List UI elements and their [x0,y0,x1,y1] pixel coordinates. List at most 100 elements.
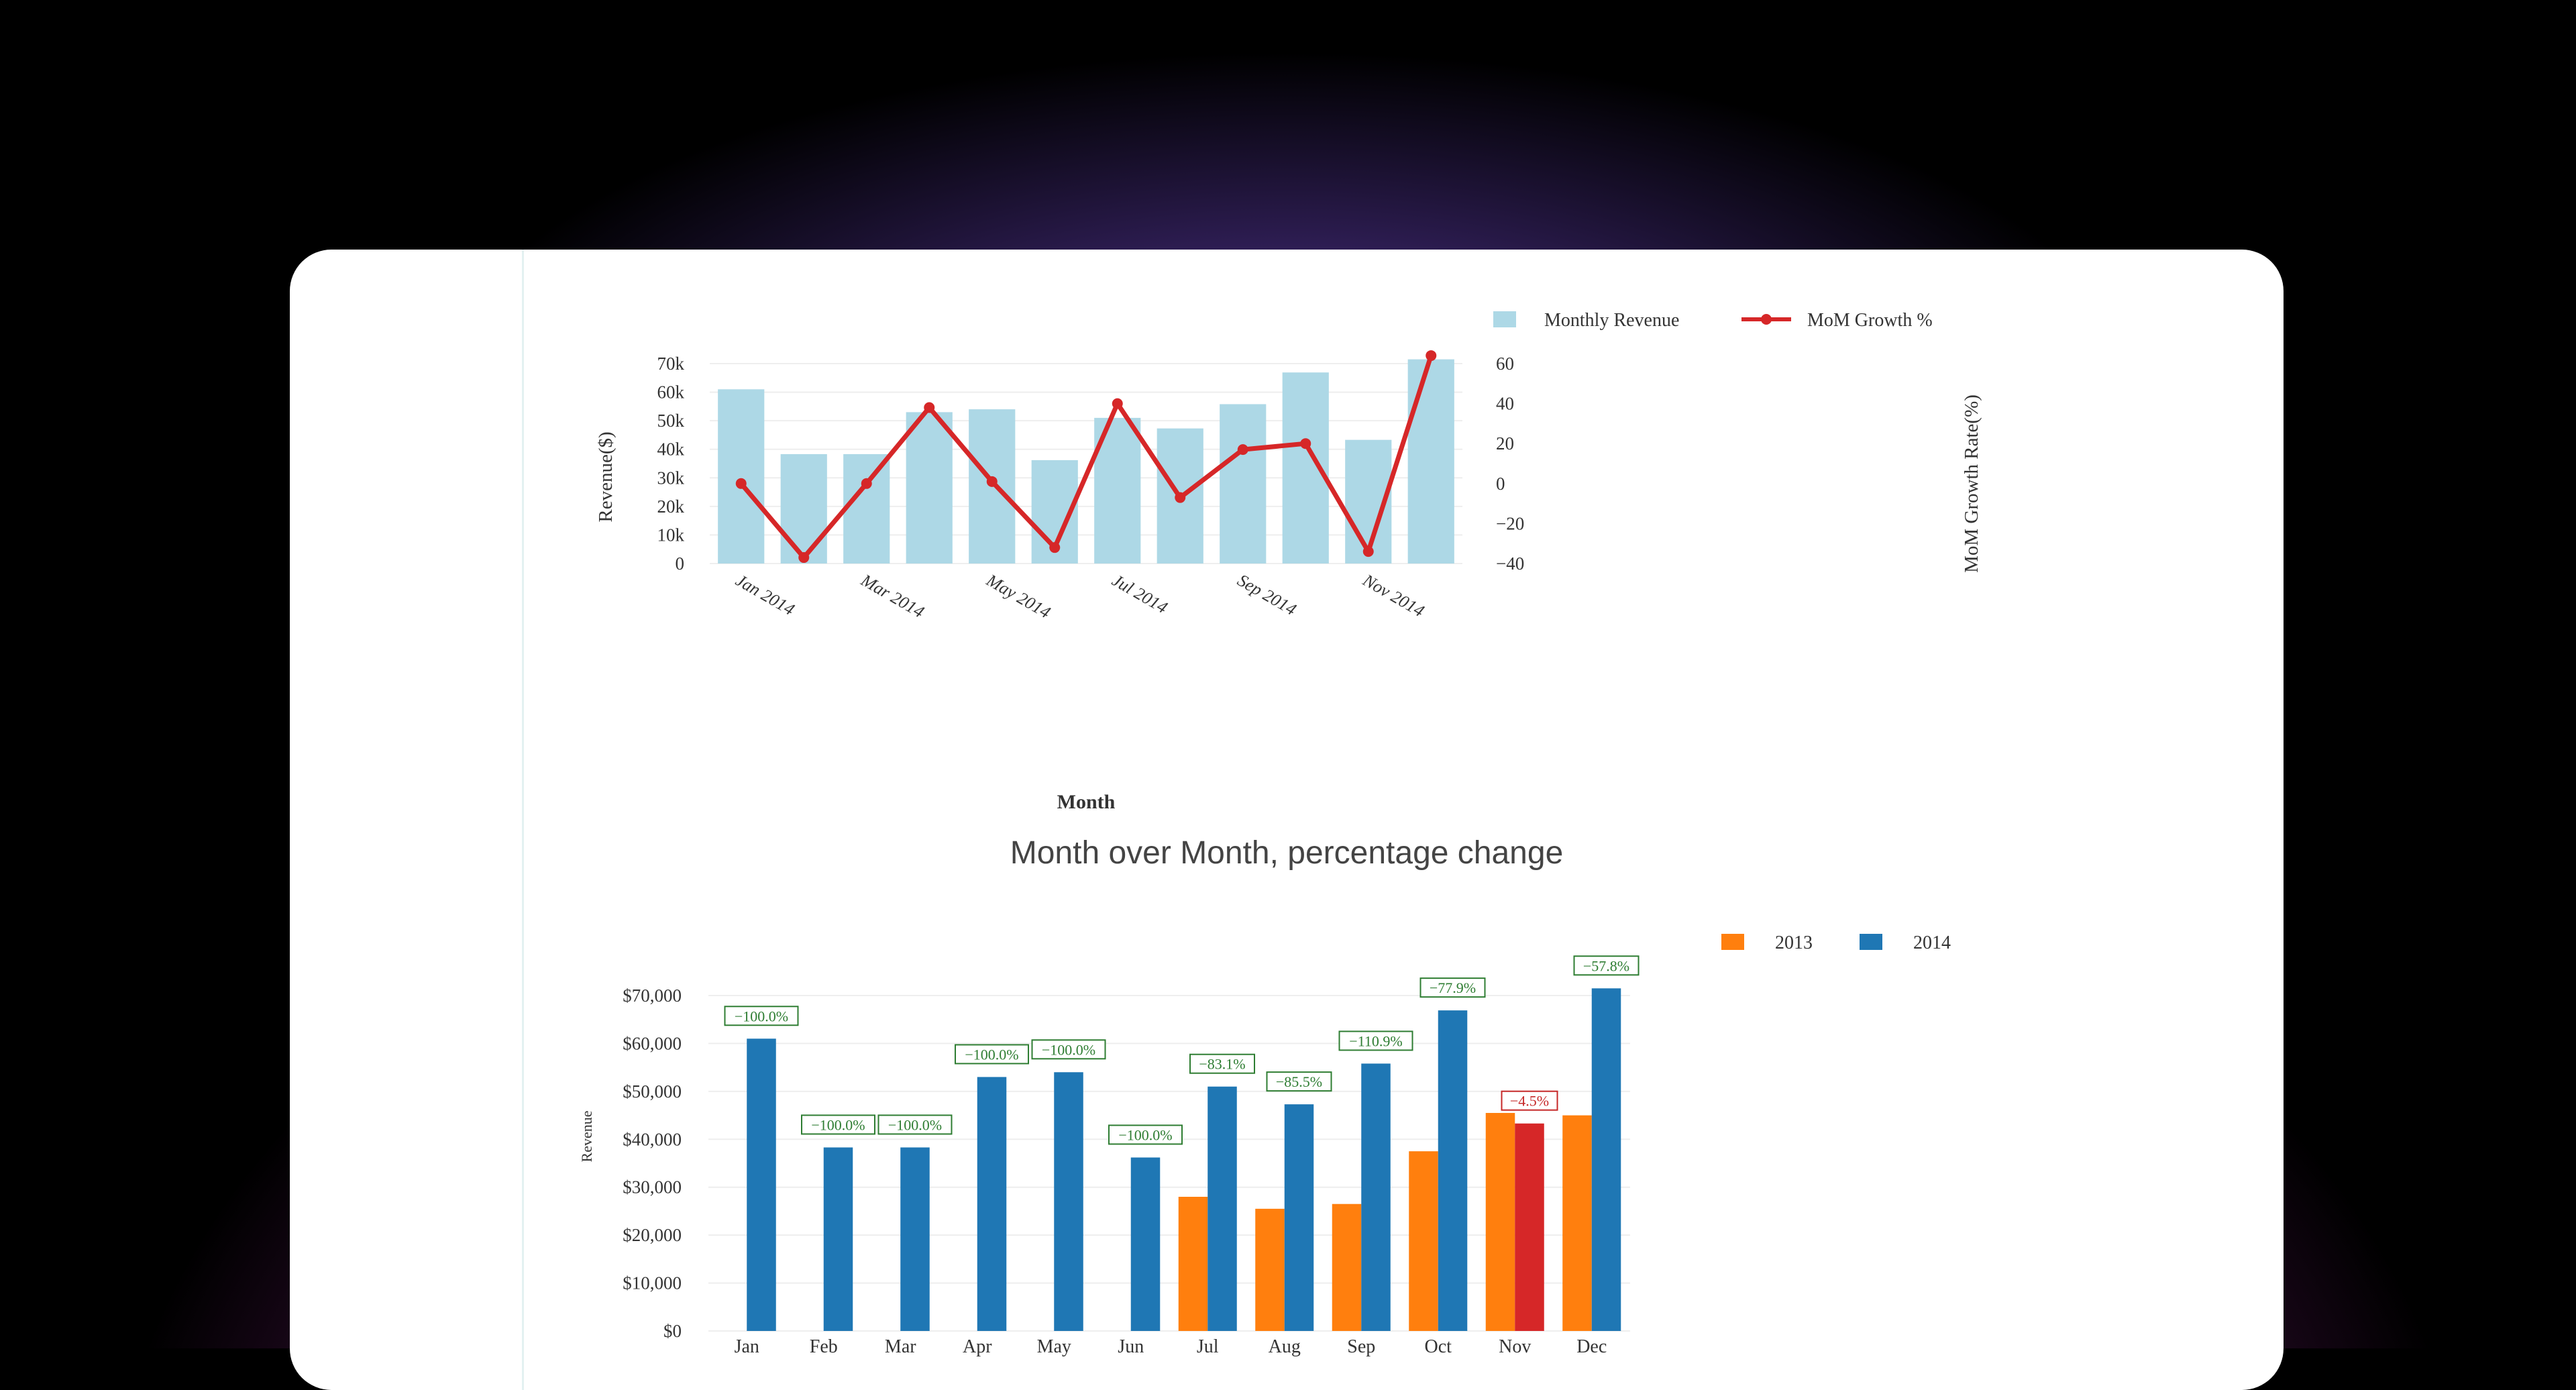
annotation-label: −100.0% [735,1008,788,1024]
growth-point [1300,438,1311,449]
growth-point [735,478,747,489]
revenue-bar [780,453,827,564]
x-tick-label: Dec [1576,1336,1607,1357]
growth-point [798,552,810,564]
y2-tick-label: −20 [1496,513,1524,533]
x-tick-label: Jun [1118,1336,1144,1357]
x-tick-label: May [1037,1336,1071,1357]
x-tick-label: Sep [1347,1336,1375,1357]
y-tick-label: 0 [676,553,685,574]
annotation-box [1501,1090,1558,1111]
bar-2014 [977,1077,1007,1331]
annotation-box [801,1114,876,1135]
annotation-box [1338,1030,1413,1051]
yoy-comparison-chart: $0 $10,000 $20,000 $30,000 $40,000 $50,000 $60… [578,932,1951,1357]
y-tick-label: $30,000 [623,1177,682,1197]
y-tick-label: $70,000 [623,985,682,1006]
x-tick-label: Feb [810,1336,838,1357]
y-tick-label: $20,000 [623,1225,682,1245]
revenue-bar [1220,404,1267,564]
growth-point [1362,546,1374,557]
growth-point [1426,350,1437,362]
annotation-label: −110.9% [1349,1032,1402,1049]
y-tick-label: $60,000 [623,1033,682,1053]
legend-label-2013: 2013 [1775,932,1813,953]
bar-2014 [747,1038,776,1331]
chart-card: 0 10k 20k 30k 40k 50k 60k 70k −40 −20 0 20 40 60 Jan 2… [290,250,2284,1390]
annotation-box [1031,1039,1106,1060]
annotation-label: −83.1% [1199,1056,1245,1073]
annotation-box [1266,1071,1332,1092]
legend-label-growth: MoM Growth % [1807,310,1933,331]
annotation-label: −100.0% [811,1116,865,1133]
bar-2014 [1208,1086,1237,1331]
revenue-bar [718,389,765,564]
legend-label-revenue: Monthly Revenue [1544,310,1679,331]
y-tick-label: $40,000 [623,1129,682,1149]
bar-2014 [900,1147,930,1331]
y-tick-label: 70k [657,354,685,374]
growth-point [861,478,872,489]
x-tick-label: Jan [735,1336,759,1357]
bar-2013 [1255,1208,1285,1331]
legend-swatch-2013 [1721,934,1744,950]
bar-2013 [1562,1115,1592,1331]
annotation-label: −57.8% [1583,957,1629,974]
y-tick-label: $50,000 [623,1081,682,1102]
y-tick-label: 20k [657,496,685,517]
x-tick-label: Apr [963,1336,992,1357]
bar-2014 [1361,1063,1391,1331]
y-tick-label: 60k [657,382,685,403]
x-tick-label: Jul [1197,1336,1219,1357]
bar-2013 [1332,1204,1362,1331]
y-tick-label: 30k [657,468,685,488]
y2-tick-label: 40 [1496,394,1514,414]
annotation-label: −100.0% [888,1116,942,1133]
bar-2014 [1284,1104,1314,1331]
y-axis-title: Revenue($) [595,431,616,522]
x-tick-label: Oct [1425,1336,1452,1357]
legend-marker-growth [1761,314,1772,325]
annotation-label: −85.5% [1276,1073,1322,1090]
y-tick-label: $10,000 [623,1273,682,1293]
y-axis-title: Revenue [578,1111,595,1163]
revenue-bar [1407,359,1454,564]
annotation-box [1189,1053,1256,1074]
y2-tick-label: 60 [1496,354,1514,374]
y2-axis-title: MoM Growth Rate(%) [1961,394,1982,573]
annotation-box [1573,955,1640,976]
revenue-bar [906,412,953,564]
growth-point [1049,542,1061,553]
growth-point [1237,444,1248,456]
growth-line [739,355,1434,560]
x-tick-label: Mar [885,1336,916,1357]
y-tick-label: $0 [663,1321,682,1341]
y2-tick-label: 20 [1496,433,1514,453]
annotation-label: −100.0% [965,1046,1018,1063]
growth-point [924,402,935,413]
annotation-box [1419,977,1486,998]
bar-2013 [1409,1151,1438,1331]
x-tick-label: Aug [1269,1336,1301,1357]
bar-2014 [1591,988,1621,1331]
bar-2014 [823,1147,853,1331]
legend-swatch-2014 [1860,934,1882,950]
y2-tick-label: 0 [1496,474,1505,494]
y-tick-label: 10k [657,525,685,545]
bar-2014 [1438,1010,1468,1331]
annotation-label: −77.9% [1430,979,1476,996]
revenue-bar [843,453,890,564]
growth-point [1112,398,1123,409]
annotation-box [955,1044,1030,1065]
bar-2014 [1515,1123,1544,1331]
x-tick-label: Nov [1499,1336,1531,1357]
bar-2013 [1178,1197,1208,1331]
bar-2014 [1130,1157,1161,1331]
legend-swatch-revenue [1493,311,1516,327]
bar-2013 [1485,1113,1515,1331]
chart-title: Month over Month, percentage change [1010,835,1564,871]
x-axis-title: Month [1057,791,1116,813]
y2-tick-label: −40 [1496,553,1524,574]
card-divider [522,250,524,1390]
